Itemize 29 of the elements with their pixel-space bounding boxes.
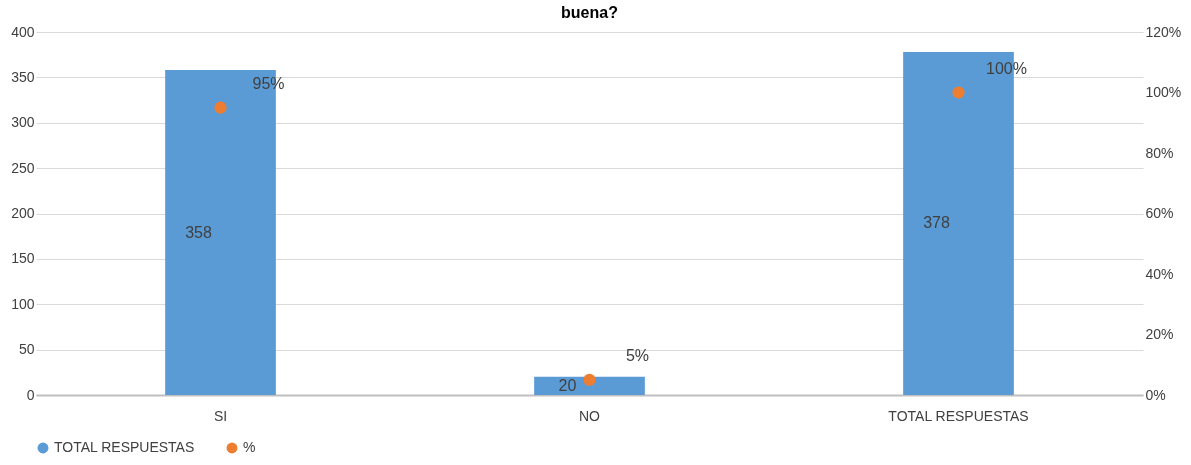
y-tick-label: 200 bbox=[11, 205, 35, 221]
point bbox=[214, 101, 227, 114]
y-tick-label: 100 bbox=[11, 295, 35, 312]
y2-tick-label: 60% bbox=[1145, 205, 1174, 221]
chart-title: buena? bbox=[561, 4, 618, 21]
y2-tick-label: 0% bbox=[1145, 386, 1166, 403]
x-tick-label: SI bbox=[213, 407, 228, 424]
point bbox=[583, 373, 596, 386]
y2-tick-label: 40% bbox=[1145, 265, 1174, 282]
data-label: 358 bbox=[185, 223, 212, 241]
data-label: 20 bbox=[558, 376, 577, 394]
y2-tick-label: 120% bbox=[1145, 23, 1182, 40]
y2-tick-label: 100% bbox=[1145, 84, 1182, 100]
x-tick-label: TOTAL RESPUESTAS bbox=[888, 407, 1029, 424]
data-label: 378 bbox=[923, 214, 950, 232]
y2-tick-label: 20% bbox=[1145, 326, 1174, 342]
y-tick-label: 50 bbox=[18, 341, 35, 358]
y-tick-label: 250 bbox=[11, 159, 35, 176]
y2-tick-label: 80% bbox=[1145, 144, 1174, 161]
data-label: 5% bbox=[625, 346, 650, 364]
y-tick-label: 400 bbox=[11, 23, 35, 40]
legend-label: TOTAL RESPUESTAS bbox=[54, 439, 195, 455]
y-tick-label: 300 bbox=[11, 114, 35, 131]
y-tick-label: 350 bbox=[11, 68, 35, 85]
y-tick-label: 0 bbox=[26, 386, 35, 403]
x-tick-label: NO bbox=[579, 407, 601, 424]
point bbox=[952, 86, 965, 99]
legend-label: % bbox=[243, 439, 256, 455]
y-tick-label: 150 bbox=[11, 250, 35, 267]
